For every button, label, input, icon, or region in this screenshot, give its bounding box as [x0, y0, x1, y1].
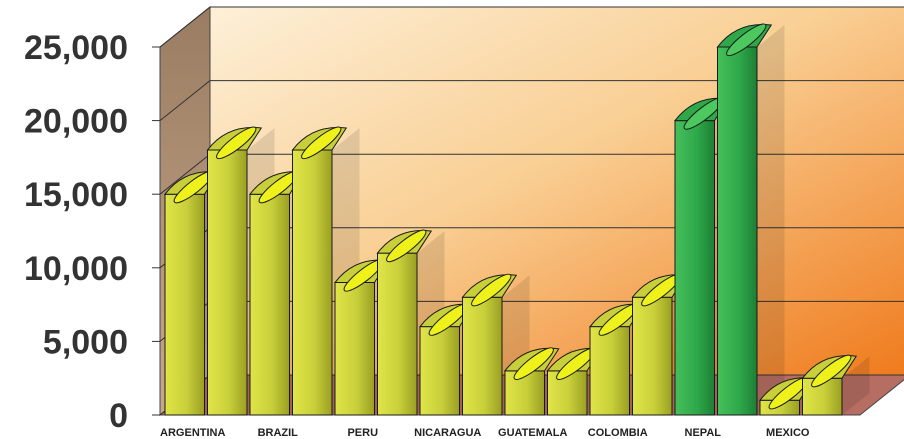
bars [163, 23, 870, 416]
bar-top [216, 126, 257, 160]
bar-body [632, 296, 673, 416]
x-tick-label: NEPAL [685, 427, 722, 439]
bar-body [164, 193, 205, 416]
x-tick-label: MEXICO [766, 427, 810, 439]
y-tick-label: 15,000 [24, 176, 128, 214]
x-tick-label: COLOMBIA [588, 427, 648, 439]
bar-top [513, 347, 554, 380]
x-tick-label: NICARAGUA [414, 427, 481, 439]
gridline [159, 6, 904, 48]
bar-body [589, 326, 630, 416]
bar-body [462, 296, 503, 416]
bar-body [377, 252, 418, 416]
bar-top [811, 354, 852, 388]
y-tick-label: 5,000 [43, 323, 128, 361]
bar-body [419, 326, 460, 416]
bar-body [547, 370, 588, 416]
bar-top [386, 229, 427, 263]
x-axis-ticks: ARGENTINA BRAZIL PERU NICARAGUA GUATEMALA COL… [160, 427, 810, 439]
bar-body [717, 46, 758, 416]
bar-body [674, 120, 715, 416]
bar-shadow [757, 25, 785, 415]
bar-body [292, 149, 333, 416]
bar-body [249, 193, 290, 416]
bar-body [334, 282, 375, 416]
y-tick-label: 25,000 [24, 29, 128, 67]
y-axis-ticks: 0 5,000 10,000 15,000 20,000 25,000 [24, 29, 128, 435]
bar-body [207, 149, 248, 416]
x-tick-label: BRAZIL [258, 427, 299, 439]
y-tick-label: 10,000 [24, 250, 128, 288]
y-tick-label: 0 [109, 397, 128, 435]
bar-shadow [842, 356, 870, 415]
bar [716, 23, 785, 416]
gridline [159, 80, 904, 121]
bar-body [504, 370, 545, 416]
bar-top [726, 23, 767, 57]
x-tick-label: ARGENTINA [160, 427, 225, 439]
y-tick-label: 20,000 [24, 103, 128, 141]
x-tick-label: GUATEMALA [498, 427, 568, 439]
bar-top [471, 273, 512, 307]
x-tick-label: PERU [347, 427, 378, 439]
bar [801, 354, 870, 416]
bar-top [301, 126, 342, 160]
